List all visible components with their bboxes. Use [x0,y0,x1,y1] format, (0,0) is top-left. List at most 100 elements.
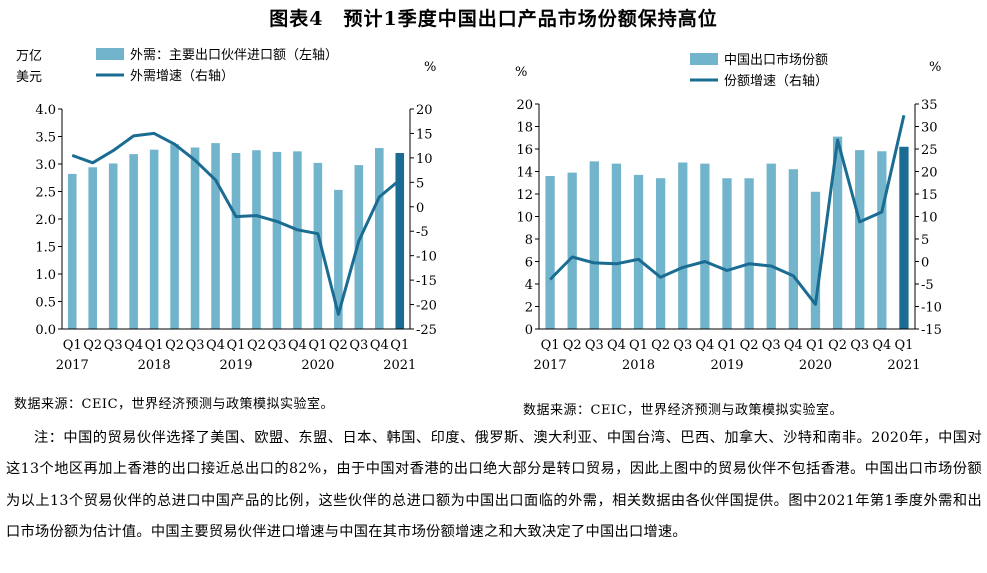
bar-3 [611,163,622,329]
quarter-label: Q4 [288,338,307,353]
right-tick-label: 25 [921,143,938,158]
bar-14 [855,150,865,329]
right-unit: % [929,60,941,75]
bar-6 [190,147,200,329]
quarter-label: Q1 [390,338,409,353]
right-tick-label: 35 [921,98,938,113]
legend-bar-swatch [690,53,718,65]
bar-11 [293,151,302,329]
left-tick-label: 2.0 [35,213,56,228]
left-tick-label: 1.5 [35,241,56,256]
bar-2 [589,161,599,329]
legend-line-label: 外需增速（右轴） [130,69,234,84]
left-unit-line2: 美元 [16,70,42,85]
quarter-label: Q4 [206,338,225,353]
bar-16 [395,153,405,329]
quarter-label: Q2 [563,338,582,353]
bar-16 [899,146,909,329]
right-tick-label: 0 [416,201,424,216]
source-left: 数据来源：CEIC，世界经济预测与政策模拟实验室。 [14,397,335,412]
quarter-label: Q3 [104,338,123,353]
year-label: 2020 [301,358,334,373]
bar-7 [700,163,710,329]
quarter-label: Q3 [585,338,604,353]
right-tick-label: -10 [416,250,437,265]
left-tick-label: 14 [516,166,533,181]
bar-5 [656,178,666,329]
quarter-label: Q1 [227,338,246,353]
quarter-label: Q2 [83,338,102,353]
quarter-label: Q4 [607,338,626,353]
year-label: 2020 [799,358,832,373]
right-tick-label: 15 [921,188,938,203]
bar-11 [788,169,798,329]
year-label: 2018 [138,358,171,373]
quarter-label: Q1 [145,338,164,353]
left-tick-label: 20 [516,98,533,113]
bar-10 [766,163,776,329]
quarter-label: Q3 [762,338,781,353]
right-tick-label: -5 [416,225,429,240]
right-tick-label: -15 [921,323,942,338]
quarter-label: Q1 [894,338,913,353]
quarter-label: Q2 [165,338,184,353]
year-label: 2019 [219,358,252,373]
quarter-label: Q1 [718,338,737,353]
source-right: 数据来源：CEIC，世界经济预测与政策模拟实验室。 [523,403,844,418]
quarter-label: Q2 [247,338,266,353]
left-tick-label: 3.5 [35,131,56,146]
left-tick-label: 10 [516,211,533,226]
right-tick-label: -15 [416,274,437,289]
bar-5 [170,144,179,329]
quarter-label: Q3 [850,338,869,353]
legend-bar-label: 中国出口市场份额 [724,52,828,68]
right-tick-label: 0 [921,256,929,271]
bar-0 [545,176,555,329]
quarter-label: Q2 [828,338,847,353]
left-tick-label: 12 [516,188,533,203]
quarter-label: Q3 [186,338,205,353]
right-tick-label: 10 [921,211,938,226]
right-tick-label: 5 [416,176,424,191]
bar-15 [374,148,384,329]
bar-1 [567,172,577,329]
left-tick-label: 4.0 [35,103,56,118]
right-tick-label: 30 [921,121,938,136]
left-unit: % [515,65,527,80]
quarter-label: Q3 [673,338,692,353]
quarter-label: Q1 [541,338,560,353]
left-tick-label: 0 [525,323,533,338]
quarter-label: Q4 [695,338,714,353]
legend-bar-label: 外需：主要出口伙伴进口额（左轴） [130,48,338,63]
bar-8 [231,153,241,329]
left-tick-label: 2 [525,301,533,316]
bar-13 [334,189,343,329]
left-tick-label: 3.0 [35,158,56,173]
quarter-label: Q4 [784,338,803,353]
bar-3 [129,154,138,329]
bar-14 [354,165,364,329]
footnote: 注：中国的贸易伙伴选择了美国、欧盟、东盟、日本、韩国、印度、俄罗斯、澳大利亚、中… [6,430,982,540]
quarter-label: Q3 [349,338,368,353]
figure-title: 图表4 预计1季度中国出口产品市场份额保持高位 [269,8,718,30]
right-tick-label: -25 [416,323,437,338]
bar-9 [252,150,261,329]
right-tick-label: -10 [921,301,942,316]
right-tick-label: -20 [416,299,437,314]
bar-15 [877,151,887,329]
bar-6 [678,162,688,329]
left-tick-label: 16 [516,143,533,158]
bar-4 [149,149,159,329]
year-label: 2021 [887,358,920,373]
left-tick-label: 8 [525,233,533,248]
right-tick-label: 20 [416,103,433,118]
legend-bar-swatch [96,48,124,60]
quarter-label: Q4 [370,338,389,353]
legend-line-label: 份额增速（右轴） [724,74,828,89]
quarter-label: Q4 [124,338,143,353]
bar-0 [67,173,77,329]
left-tick-label: 4 [525,278,533,293]
left-tick-label: 0.5 [35,296,56,311]
year-label: 2017 [56,358,89,373]
